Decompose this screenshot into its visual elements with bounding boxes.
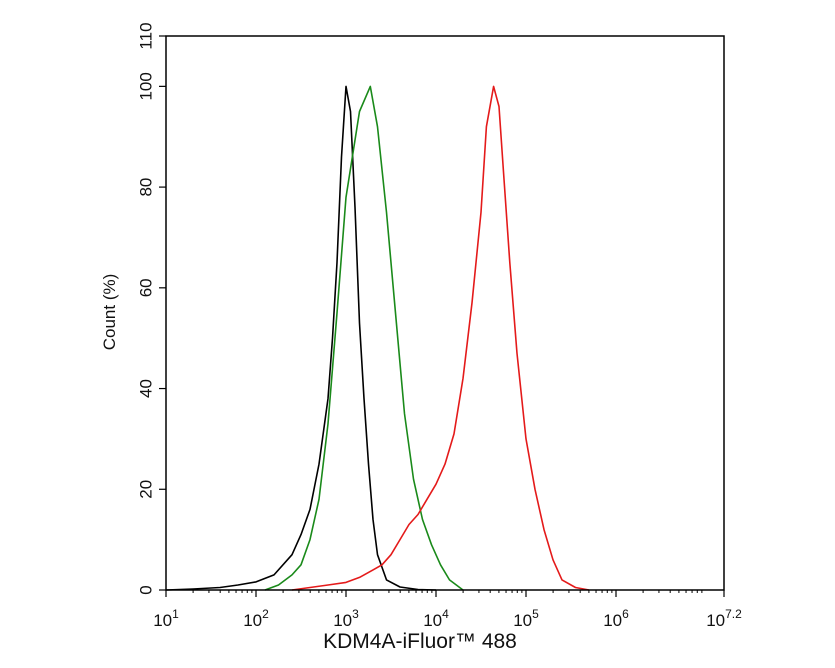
y-tick-label: 0 <box>137 585 156 594</box>
plot-frame <box>165 35 725 591</box>
x-tick-label: 105 <box>513 607 539 630</box>
x-axis-ticks: 101 102 103 104 105 106 107.2 <box>153 590 742 630</box>
y-tick-label: 60 <box>137 278 156 297</box>
series-curve-3 <box>291 85 590 591</box>
x-axis-title: KDM4A-iFluor™ 488 <box>323 630 517 653</box>
x-tick-label: 101 <box>153 607 179 630</box>
x-tick-label: 103 <box>333 607 359 630</box>
series-curve-1 <box>165 85 437 591</box>
y-axis-title: Count (%) <box>100 274 119 351</box>
y-tick-label: 110 <box>137 22 156 49</box>
y-tick-label: 80 <box>137 178 156 197</box>
x-tick-label: 102 <box>243 607 269 630</box>
x-tick-label: 106 <box>603 607 629 630</box>
y-tick-label: 20 <box>137 480 156 499</box>
series-layer <box>165 85 590 591</box>
x-tick-label: 104 <box>423 607 449 630</box>
x-tick-label: 107.2 <box>706 607 742 630</box>
series-curve-2 <box>264 85 464 591</box>
y-axis-ticks: 0 20 40 60 80 100 110 <box>137 22 166 595</box>
y-tick-label: 40 <box>137 379 156 398</box>
y-tick-label: 100 <box>137 72 156 100</box>
